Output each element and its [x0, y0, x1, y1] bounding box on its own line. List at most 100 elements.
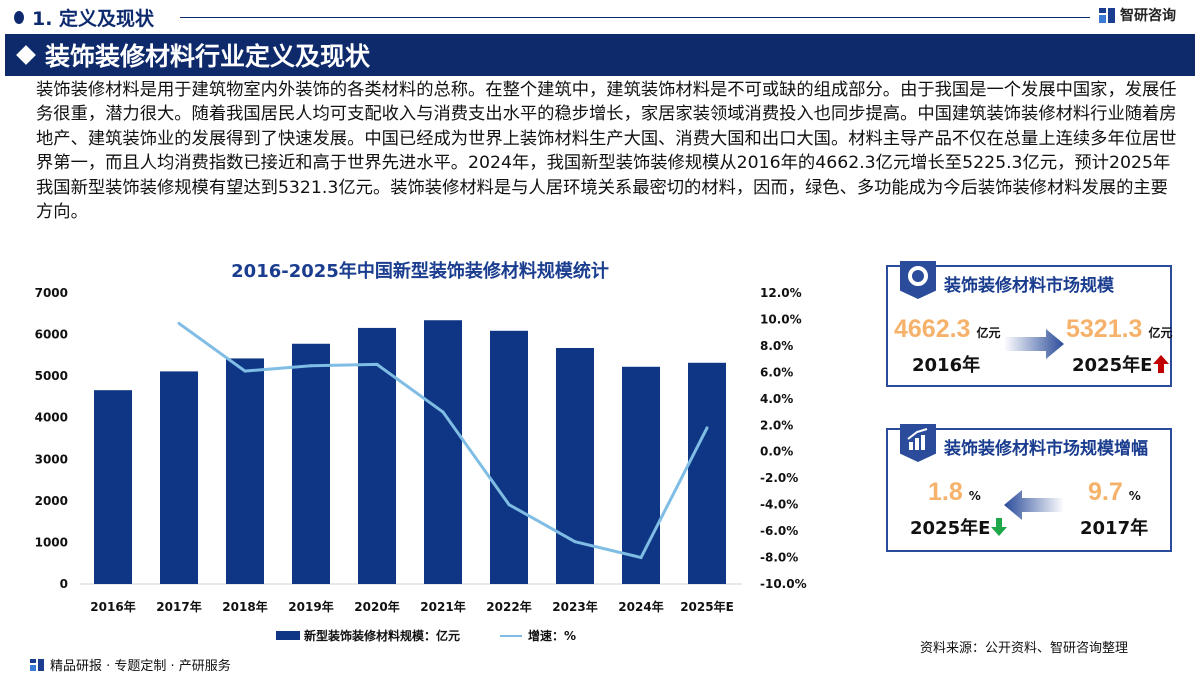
brand-logo-icon [1099, 8, 1115, 23]
divider [180, 17, 1090, 18]
left-year: 2025年E [910, 518, 991, 539]
intro-paragraph: 装饰装修材料是用于建筑物室内外装饰的各类材料的总称。在整个建筑中，建筑装饰材料是… [36, 80, 1177, 223]
diamond-icon [16, 45, 36, 65]
left-axis-tick: 6000 [35, 328, 68, 342]
bar-2025年E [688, 362, 726, 584]
right-axis-tick: -10.0% [760, 577, 807, 591]
section-heading: 1. 定义及现状 [14, 4, 154, 31]
footer: 精品研报 · 专题定制 · 产研服务 [30, 655, 231, 674]
bar-2023年 [556, 347, 594, 584]
legend-line-label: 增速：% [528, 629, 577, 643]
x-axis-tick: 2025年E [680, 599, 734, 614]
growth-point-2021年 [441, 410, 445, 414]
to-year: 2025年E [1072, 355, 1153, 376]
x-axis-tick: 2016年 [90, 599, 135, 614]
to-unit: 亿元 [1148, 326, 1173, 340]
bar-2016年 [94, 390, 132, 584]
left-year-row: 2025年E [910, 514, 1008, 540]
left-unit: % [968, 489, 981, 503]
growth-chart-icon [900, 424, 936, 462]
bar-2018年 [226, 358, 264, 584]
legend-bar-label: 新型装饰装修材料规模：亿元 [304, 629, 461, 643]
growth-card: 装饰装修材料市场规模增幅 1.8 % 2025年E 9.7 % 2017年 [886, 424, 1172, 552]
left-value: 1.8 [928, 478, 963, 506]
x-axis-tick: 2022年 [486, 599, 531, 614]
from-unit: 亿元 [976, 326, 1001, 340]
bar-2019年 [292, 343, 330, 584]
right-axis-tick: 6.0% [760, 365, 793, 379]
x-axis-tick: 2018年 [222, 599, 267, 614]
right-axis-tick: -8.0% [760, 551, 798, 565]
card-title: 装饰装修材料市场规模 [944, 276, 1114, 296]
page-title: 装饰装修材料行业定义及现状 [45, 42, 371, 71]
arrow-up-icon [1153, 355, 1170, 373]
left-axis-tick: 7000 [35, 286, 68, 300]
right-axis-tick: 2.0% [760, 418, 793, 432]
right-axis-tick: -6.0% [760, 524, 798, 538]
section-title: 1. 定义及现状 [32, 8, 155, 30]
from-year-row: 2016年 [912, 351, 980, 377]
to-year-row: 2025年E [1072, 351, 1170, 377]
bullet-icon [14, 11, 24, 24]
left-axis-tick: 1000 [35, 535, 68, 549]
left-axis-tick: 4000 [35, 411, 68, 425]
right-value-row: 9.7 % [1088, 478, 1141, 507]
card-title: 装饰装修材料市场规模增幅 [944, 439, 1148, 459]
combo-chart: 0 1000 2000 3000 4000 5000 6000 7000 -10.0% -8.0%… [35, 286, 807, 614]
growth-point-2022年 [507, 503, 511, 507]
from-year: 2016年 [912, 355, 981, 376]
from-value: 4662.3 [894, 315, 971, 343]
to-value-row: 5321.3 亿元 [1066, 315, 1172, 344]
right-unit: % [1128, 489, 1141, 503]
growth-point-2025年E [705, 426, 709, 430]
chart-title: 2016-2025年中国新型装饰装修材料规模统计 [231, 261, 609, 282]
chart-legend: 新型装饰装修材料规模：亿元 增速：% [276, 627, 576, 644]
right-year: 2017年 [1080, 518, 1149, 539]
growth-point-2024年 [639, 556, 643, 560]
growth-point-2018年 [243, 369, 247, 373]
x-axis-tick: 2020年 [354, 599, 399, 614]
right-axis-tick: 0.0% [760, 445, 793, 459]
x-axis-tick: 2021年 [420, 599, 465, 614]
left-value-row: 1.8 % [928, 478, 981, 507]
growth-point-2020年 [375, 362, 379, 366]
from-value-row: 4662.3 亿元 [894, 315, 1000, 344]
x-axis-tick: 2017年 [156, 599, 201, 614]
right-axis-tick: 4.0% [760, 392, 793, 406]
footer-text: 精品研报 · 专题定制 · 产研服务 [50, 659, 231, 674]
left-axis-tick: 3000 [35, 452, 68, 466]
right-axis-tick: 8.0% [760, 339, 793, 353]
growth-point-2017年 [177, 321, 181, 325]
title-banner: 装饰装修材料行业定义及现状 [5, 34, 1195, 76]
x-axis-tick: 2023年 [552, 599, 597, 614]
right-axis-tick: -2.0% [760, 471, 798, 485]
left-axis-tick: 5000 [35, 369, 68, 383]
right-value: 9.7 [1088, 478, 1123, 506]
growth-point-2019年 [309, 364, 313, 368]
bar-2021年 [424, 320, 462, 584]
source-note: 资料来源：公开资料、智研咨询整理 [920, 641, 1129, 656]
market-size-card: 装饰装修材料市场规模 4662.3 亿元 2016年 5321.3 亿元 202… [886, 261, 1172, 387]
arrow-left-icon [1004, 490, 1064, 520]
brand-name: 智研咨询 [1120, 8, 1176, 24]
growth-point-2023年 [573, 540, 577, 544]
bar-2022年 [490, 330, 528, 584]
left-axis-tick: 2000 [35, 494, 68, 508]
bar-2020年 [358, 327, 396, 584]
right-axis-tick: 10.0% [760, 312, 802, 326]
legend-bar-swatch [276, 631, 300, 640]
brand-logo-icon [30, 658, 44, 671]
legend-line-swatch [500, 634, 523, 637]
left-axis-tick: 0 [60, 577, 68, 591]
arrow-right-icon [1004, 329, 1064, 359]
bar-2017年 [160, 371, 198, 584]
arrow-down-icon [991, 518, 1008, 536]
bar-2024年 [622, 366, 660, 584]
x-axis-tick: 2024年 [618, 599, 663, 614]
x-axis-tick: 2019年 [288, 599, 333, 614]
to-value: 5321.3 [1066, 315, 1143, 343]
right-year-row: 2017年 [1080, 514, 1148, 540]
right-axis-tick: 12.0% [760, 286, 802, 300]
brand-logo: 智研咨询 [1098, 5, 1176, 25]
right-axis-tick: -4.0% [760, 498, 798, 512]
